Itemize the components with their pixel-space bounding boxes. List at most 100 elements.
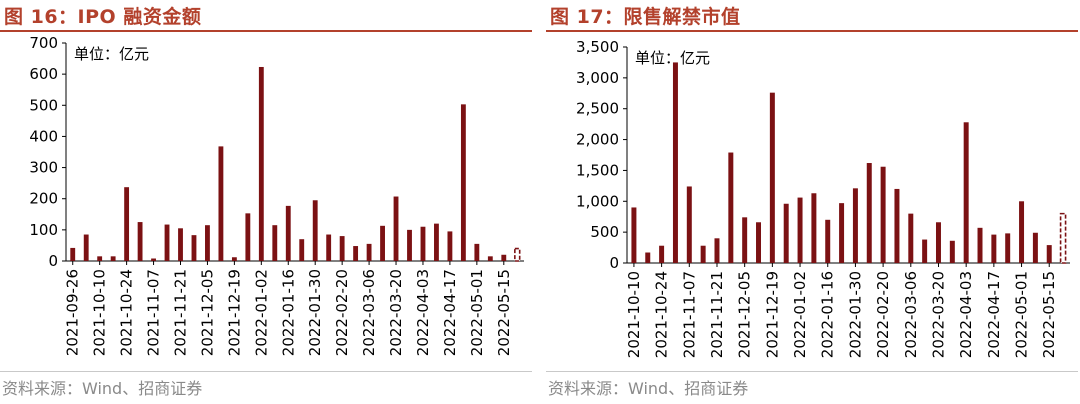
y-tick-label: 700 [29,34,58,52]
x-tick-label: 2022-04-03 [957,271,975,358]
x-tick-label: 2022-05-01 [468,269,486,356]
x-tick-label: 2021-11-07 [145,269,163,356]
y-tick-label: 2,500 [576,100,619,118]
x-tick-label: 2021-10-10 [91,269,109,356]
y-tick-label: 3,000 [576,69,619,87]
title-underline [0,30,532,32]
bar [908,213,914,263]
bar [312,200,318,261]
bar [164,224,170,261]
x-tick-label: 2021-10-24 [118,269,136,356]
x-tick-label: 2022-03-06 [360,269,378,356]
bar [460,104,466,261]
x-tick-label: 2022-03-20 [929,271,947,358]
bar [700,245,706,263]
bar [631,207,637,263]
bar [407,229,412,261]
bar [447,231,453,261]
x-tick-label: 2022-05-15 [1040,271,1058,358]
y-tick-label: 1,500 [576,161,619,179]
chart-panel-ipo: 图 16：IPO 融资金额 0 100 200 300 400 500 600 700 单位：亿… [0,0,532,404]
bar [852,188,858,263]
bar [285,205,291,261]
bar [218,146,224,261]
bar [178,228,183,261]
bar [1032,232,1038,263]
bar [272,225,278,261]
bar [299,239,305,261]
bar [894,188,900,263]
bar [380,225,385,261]
bar [672,62,678,264]
x-tick-label: 2021-09-26 [64,269,82,356]
bar [866,163,872,263]
x-tick-label: 2021-12-05 [736,271,754,358]
x-tick-label: 2022-01-30 [306,269,324,356]
y-tick-label: 400 [29,127,58,145]
x-tick-label: 2022-01-16 [279,269,297,356]
y-tick-label: 3,500 [576,38,619,56]
bar [742,217,748,263]
bar [797,197,803,263]
title-underline [546,30,1078,32]
bar [366,243,372,261]
bar [474,243,480,261]
x-tick-label: 2022-03-06 [902,271,920,358]
x-tick-label: 2021-10-10 [625,271,643,358]
bar [783,203,789,263]
bar [659,245,665,263]
source-divider [0,371,532,372]
bar [811,193,817,263]
x-tick-label: 2021-12-19 [225,269,243,356]
unit-label: 单位：亿元 [635,49,710,67]
bar [825,219,831,263]
bar [245,213,251,261]
bar [769,92,775,263]
chart-title: 图 17：限售解禁市值 [550,6,741,28]
y-tick-label: 0 [48,252,58,270]
x-tick-label: 2022-01-30 [846,271,864,358]
bar [977,227,983,263]
bar [70,247,76,261]
x-tick-label: 2022-03-20 [387,269,405,356]
bar [756,222,761,263]
x-tick-label: 2021-11-21 [708,271,726,358]
bar [434,223,439,261]
x-tick-label: 2022-01-02 [252,269,270,356]
bar [949,240,955,263]
bar [83,234,89,261]
x-tick-label: 2022-04-17 [441,269,459,356]
bar [922,239,928,263]
bar [991,234,997,263]
bar [686,186,692,263]
y-tick-label: 1,000 [576,192,619,210]
source-note: 资料来源：Wind、招商证券 [2,379,203,398]
bar [339,236,345,261]
x-tick-label: 2021-10-24 [653,271,671,358]
y-tick-label: 500 [590,223,619,241]
x-tick-label: 2022-04-03 [414,269,432,356]
y-tick-label: 200 [29,190,58,208]
y-tick-label: 100 [29,221,58,239]
y-tick-label: 300 [29,159,58,177]
bar [393,196,399,261]
bar [231,257,237,261]
source-divider [546,371,1078,372]
x-tick-label: 2022-05-01 [1013,271,1031,358]
x-tick-label: 2022-02-20 [333,269,351,356]
y-tick-label: 500 [29,96,58,114]
bar [514,247,521,262]
ipo-bar-chart: 0 100 200 300 400 500 600 700 单位：亿元 2021-09-26 202… [29,34,524,356]
bar [645,252,651,263]
y-tick-label: 600 [29,65,58,83]
unit-label: 单位：亿元 [74,45,149,63]
bar [935,222,941,263]
chart-title: 图 16：IPO 融资金额 [4,6,202,28]
bar [728,152,734,263]
bar [714,238,720,263]
bar [191,235,197,261]
x-tick-label: 2021-11-21 [172,269,190,356]
bar [487,256,493,261]
bar [137,222,143,261]
bar [963,122,969,263]
